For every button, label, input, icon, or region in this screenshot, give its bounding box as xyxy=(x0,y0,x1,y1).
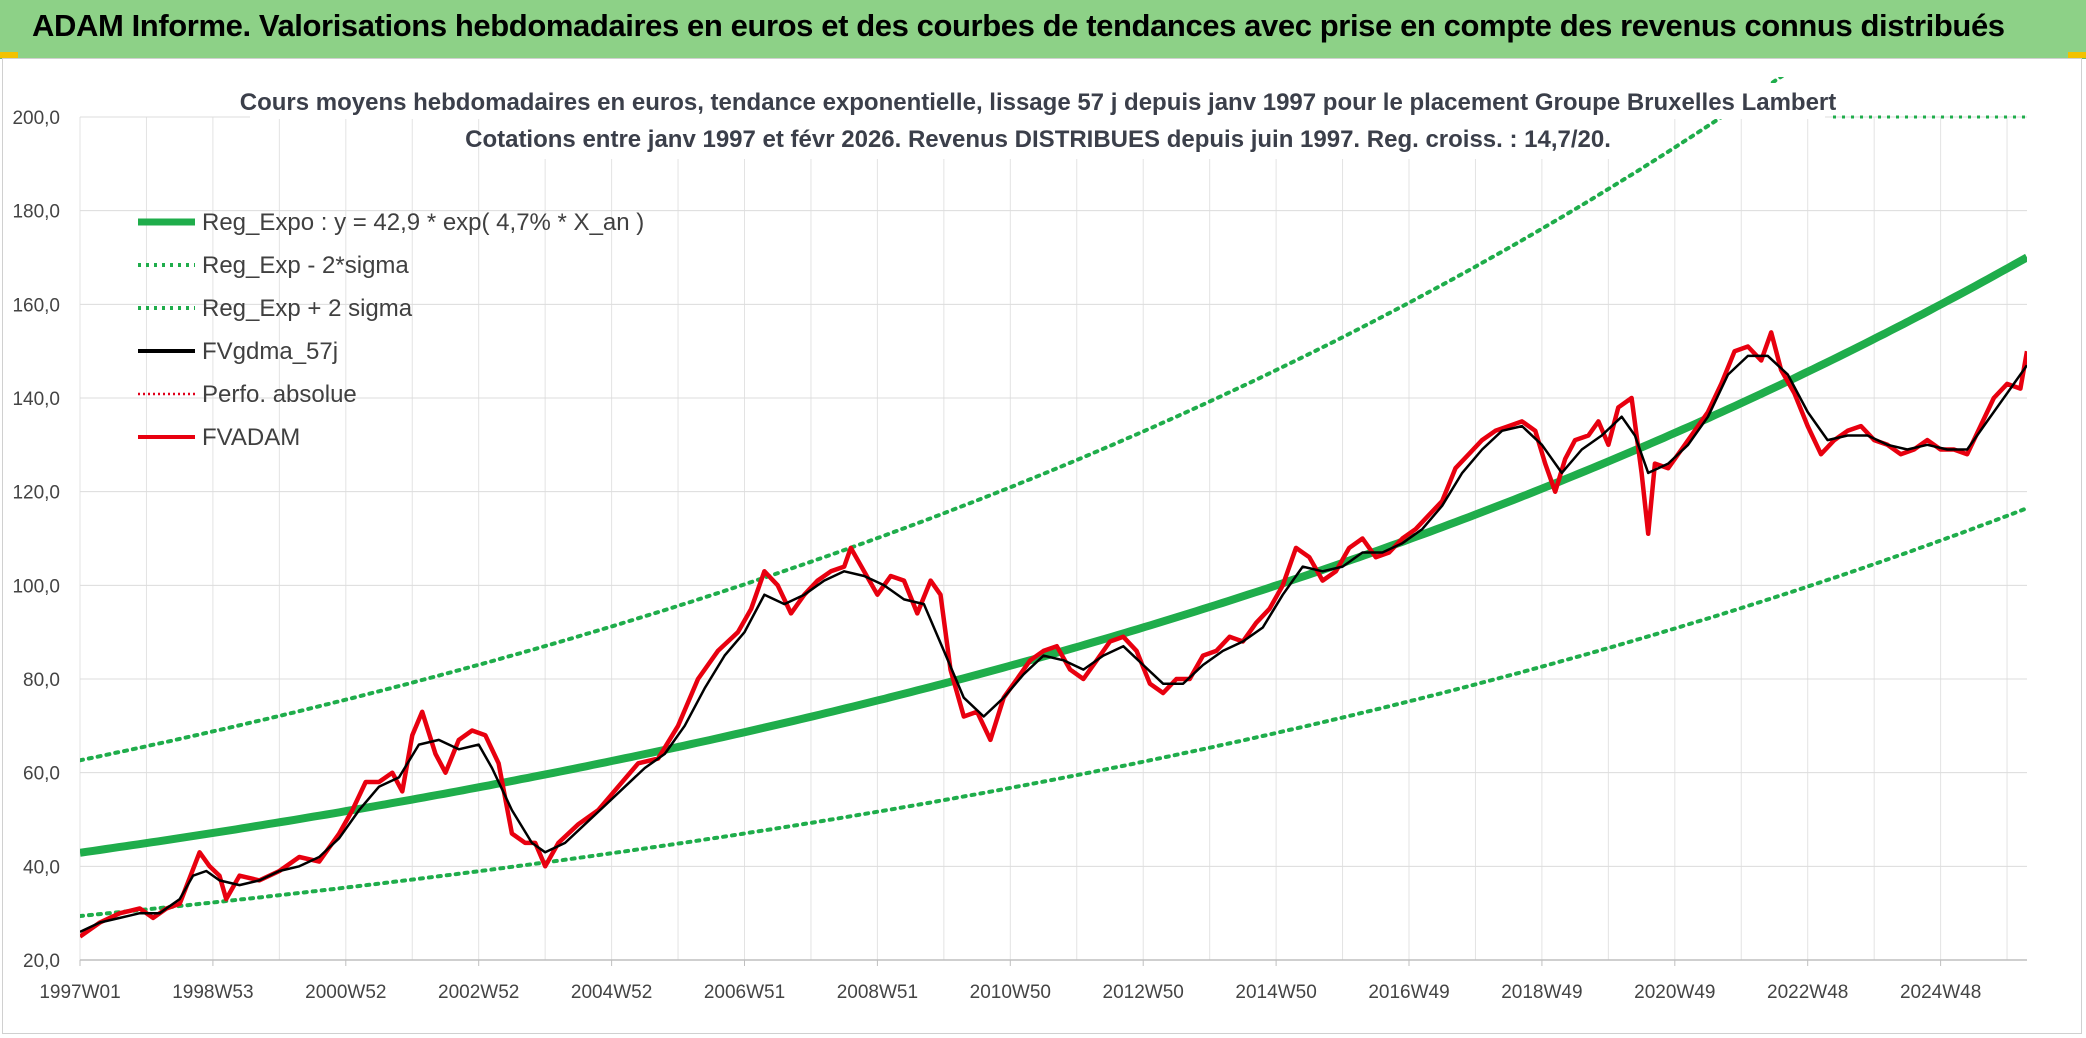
x-axis-ticks: 1997W01 1998W53 2000W52 2002W52 2004W52 2006W… xyxy=(39,960,1981,1003)
x-tick-label: 2008W51 xyxy=(837,982,918,1003)
corner-accent-left xyxy=(0,52,18,58)
series-reg-exp-plus-2-sigma xyxy=(80,77,1785,763)
y-tick-label: 20,0 xyxy=(23,951,60,972)
page-title: ADAM Informe. Valorisations hebdomadaire… xyxy=(32,8,2005,43)
x-tick-label: 2004W52 xyxy=(571,982,652,1003)
x-tick-label: 2010W50 xyxy=(970,982,1051,1003)
x-tick-label: 2012W50 xyxy=(1103,982,1184,1003)
y-tick-label: 60,0 xyxy=(23,764,60,785)
legend-label: Perfo. absolue xyxy=(202,381,357,408)
legend: Reg_Expo : y = 42,9 * exp( 4,7% * X_an )… xyxy=(138,209,644,451)
y-tick-label: 200,0 xyxy=(12,108,60,129)
header-banner: ADAM Informe. Valorisations hebdomadaire… xyxy=(0,0,2086,59)
y-axis-ticks: 200,0 180,0 160,0 140,0 120,0 100,0 80,0 60,0 40… xyxy=(12,108,60,972)
grid xyxy=(79,116,2027,961)
corner-accent-right xyxy=(2068,52,2086,58)
x-tick-label: 2024W48 xyxy=(1900,982,1981,1003)
x-tick-label: 2002W52 xyxy=(438,982,519,1003)
y-tick-label: 80,0 xyxy=(23,670,60,691)
series-clip-group xyxy=(80,77,2027,939)
x-tick-label: 1998W53 xyxy=(172,982,253,1003)
series-fvgdma-57j xyxy=(80,354,2027,934)
x-tick-label: 2000W52 xyxy=(305,982,386,1003)
chart-titles: Cours moyens hebdomadaires en euros, ten… xyxy=(240,83,1837,159)
x-tick-label: 2020W49 xyxy=(1634,982,1715,1003)
x-tick-label: 2006W51 xyxy=(704,982,785,1003)
x-tick-label: 2016W49 xyxy=(1368,982,1449,1003)
y-tick-label: 140,0 xyxy=(12,389,60,410)
series-reg-exp-minus-2-sigma xyxy=(80,506,2027,918)
x-tick-label: 2014W50 xyxy=(1235,982,1316,1003)
y-tick-label: 120,0 xyxy=(12,483,60,504)
chart-title-line-1: Cours moyens hebdomadaires en euros, ten… xyxy=(240,89,1837,116)
chart-title-line-2: Cotations entre janv 1997 et févr 2026. … xyxy=(465,126,1611,153)
y-tick-label: 160,0 xyxy=(12,295,60,316)
title-background-1 xyxy=(250,83,1825,119)
x-tick-label: 2018W49 xyxy=(1501,982,1582,1003)
x-tick-label: 2022W48 xyxy=(1767,982,1848,1003)
y-tick-label: 180,0 xyxy=(12,202,60,223)
x-tick-label: 1997W01 xyxy=(39,982,120,1003)
title-background-2 xyxy=(490,119,1630,159)
legend-label: FVgdma_57j xyxy=(202,338,338,365)
legend-label: Reg_Exp - 2*sigma xyxy=(202,252,409,279)
legend-label: FVADAM xyxy=(202,424,300,451)
plot-area xyxy=(80,117,2027,960)
legend-label: Reg_Exp + 2 sigma xyxy=(202,295,413,322)
legend-label: Reg_Expo : y = 42,9 * exp( 4,7% * X_an ) xyxy=(202,209,644,236)
series-layer xyxy=(80,77,2027,939)
y-tick-label: 40,0 xyxy=(23,857,60,878)
chart-frame xyxy=(2,58,2082,1034)
y-tick-label: 100,0 xyxy=(12,576,60,597)
series-fvadam xyxy=(80,330,2027,939)
